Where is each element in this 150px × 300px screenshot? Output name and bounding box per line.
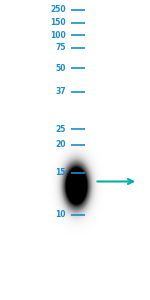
Text: 75: 75 xyxy=(56,44,66,52)
Text: 10: 10 xyxy=(56,210,66,219)
Text: 100: 100 xyxy=(50,31,66,40)
Text: 15: 15 xyxy=(56,168,66,177)
Text: 20: 20 xyxy=(56,140,66,149)
Text: 25: 25 xyxy=(56,124,66,134)
Text: 250: 250 xyxy=(50,5,66,14)
Text: 150: 150 xyxy=(50,18,66,27)
Bar xyxy=(75,0,150,300)
Text: 37: 37 xyxy=(55,87,66,96)
Text: 50: 50 xyxy=(56,64,66,73)
